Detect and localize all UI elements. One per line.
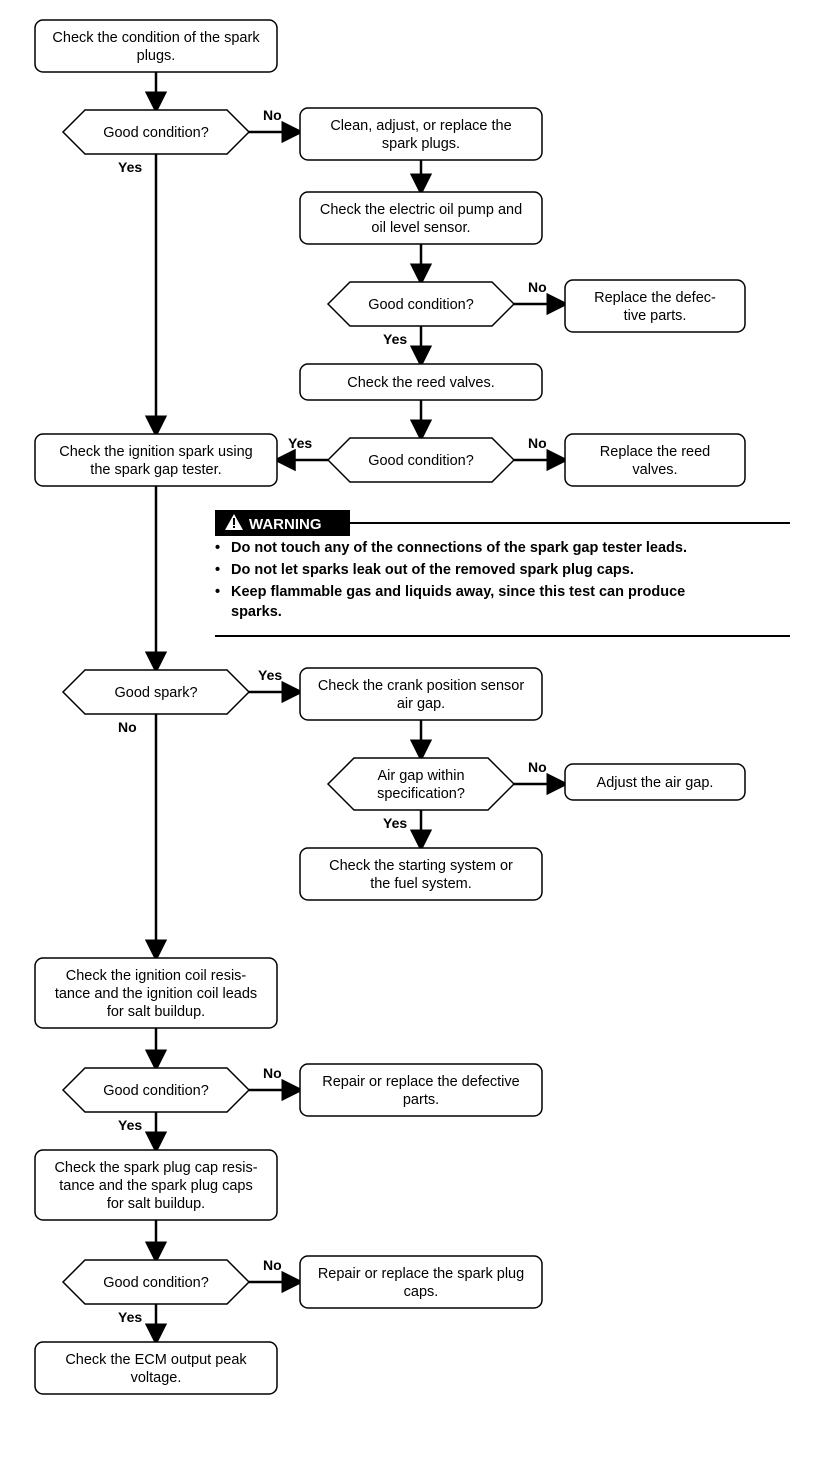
node-text: Check the condition of the spark xyxy=(52,30,260,46)
node-text: Check the electric oil pump and xyxy=(320,202,522,218)
node-text: tive parts. xyxy=(624,308,687,324)
edge-label: No xyxy=(263,1065,282,1081)
node-text: spark plugs. xyxy=(382,136,460,152)
warning-bullet: • xyxy=(215,540,220,556)
node-text: Clean, adjust, or replace the xyxy=(330,118,511,134)
node-text: tance and the spark plug caps xyxy=(59,1178,252,1194)
node-text: Good condition? xyxy=(368,297,474,313)
node-n13: Check the spark plug cap resis-tance and… xyxy=(35,1150,277,1220)
node-text: Replace the reed xyxy=(600,444,710,460)
edge-label: No xyxy=(528,759,547,775)
node-text: for salt buildup. xyxy=(107,1196,205,1212)
node-n5: Check the reed valves. xyxy=(300,364,542,400)
node-n12: Repair or replace the defective parts. xyxy=(300,1064,542,1116)
node-n15: Check the ECM output peak voltage. xyxy=(35,1342,277,1394)
node-n10: Check the starting system or the fuel sys… xyxy=(300,848,542,900)
node-n14: Repair or replace the spark plug caps. xyxy=(300,1256,542,1308)
node-text: Check the ignition spark using xyxy=(59,444,252,460)
node-n8: Check the crank position sensor air gap. xyxy=(300,668,542,720)
node-text: Adjust the air gap. xyxy=(597,775,714,791)
warning-label-text: WARNING xyxy=(249,516,322,533)
edge-label: No xyxy=(528,435,547,451)
node-text: Good condition? xyxy=(103,125,209,141)
node-text: caps. xyxy=(404,1284,439,1300)
node-text: Repair or replace the defective xyxy=(322,1074,519,1090)
edge-label: Yes xyxy=(118,159,142,175)
node-text: Check the spark plug cap resis- xyxy=(54,1160,257,1176)
warning-bullet-text: sparks. xyxy=(231,604,282,620)
node-text: Check the crank position sensor xyxy=(318,678,524,694)
node-text: Good condition? xyxy=(368,453,474,469)
node-n9: Adjust the air gap. xyxy=(565,764,745,800)
edge-label: Yes xyxy=(258,667,282,683)
edge-label: No xyxy=(263,1257,282,1273)
node-n11: Check the ignition coil resis-tance and … xyxy=(35,958,277,1028)
node-text: the spark gap tester. xyxy=(90,462,221,478)
warning-bullet-text: Do not let sparks leak out of the remove… xyxy=(231,562,634,578)
node-n4: Replace the defec-tive parts. xyxy=(565,280,745,332)
node-text: Check the ignition coil resis- xyxy=(66,968,247,984)
node-d7: Good condition? xyxy=(63,1260,249,1304)
warning-bullet: • xyxy=(215,584,220,600)
edge-label: No xyxy=(118,719,137,735)
node-n1: Check the condition of the spark plugs. xyxy=(35,20,277,72)
node-d1: Good condition? xyxy=(63,110,249,154)
warning-bullet-text: Do not touch any of the connections of t… xyxy=(231,540,687,556)
node-text: specification? xyxy=(377,786,465,802)
edge-label: No xyxy=(528,279,547,295)
node-d4: Good spark? xyxy=(63,670,249,714)
node-text: Good condition? xyxy=(103,1275,209,1291)
warning-block: WARNING • Do not touch any of the connecti… xyxy=(215,510,790,636)
node-text: tance and the ignition coil leads xyxy=(55,986,257,1002)
nodes-layer: Check the condition of the spark plugs. Go… xyxy=(35,20,745,1394)
warning-bullet-text: Keep flammable gas and liquids away, sin… xyxy=(231,584,685,600)
node-text: oil level sensor. xyxy=(371,220,470,236)
node-text: Repair or replace the spark plug xyxy=(318,1266,524,1282)
edge-label: Yes xyxy=(383,815,407,831)
node-text: Check the reed valves. xyxy=(347,375,495,391)
node-d6: Good condition? xyxy=(63,1068,249,1112)
edge-label: No xyxy=(263,107,282,123)
node-text: parts. xyxy=(403,1092,439,1108)
node-text: voltage. xyxy=(131,1370,182,1386)
node-text: air gap. xyxy=(397,696,445,712)
flowchart-canvas: NoYesNoYesNoYesYesNoNoYesNoYesNoYesCheck… xyxy=(0,0,822,1477)
node-n3: Check the electric oil pump and oil level… xyxy=(300,192,542,244)
node-n2: Clean, adjust, or replace the spark plugs… xyxy=(300,108,542,160)
node-text: Air gap within xyxy=(377,768,464,784)
node-text: valves. xyxy=(632,462,677,478)
edge-label: Yes xyxy=(383,331,407,347)
edge-label: Yes xyxy=(118,1117,142,1133)
node-d5: Air gap within specification? xyxy=(328,758,514,810)
node-text: Good condition? xyxy=(103,1083,209,1099)
node-n6: Replace the reed valves. xyxy=(565,434,745,486)
edge-label: Yes xyxy=(118,1309,142,1325)
node-d3: Good condition? xyxy=(328,438,514,482)
node-text: for salt buildup. xyxy=(107,1004,205,1020)
node-text: Check the starting system or xyxy=(329,858,513,874)
node-d2: Good condition? xyxy=(328,282,514,326)
node-text: the fuel system. xyxy=(370,876,472,892)
node-text: plugs. xyxy=(137,48,176,64)
node-text: Check the ECM output peak xyxy=(65,1352,247,1368)
node-n7: Check the ignition spark using the spark … xyxy=(35,434,277,486)
edge-label: Yes xyxy=(288,435,312,451)
node-text: Replace the defec- xyxy=(594,290,716,306)
warning-bullet: • xyxy=(215,562,220,578)
node-text: Good spark? xyxy=(114,685,197,701)
